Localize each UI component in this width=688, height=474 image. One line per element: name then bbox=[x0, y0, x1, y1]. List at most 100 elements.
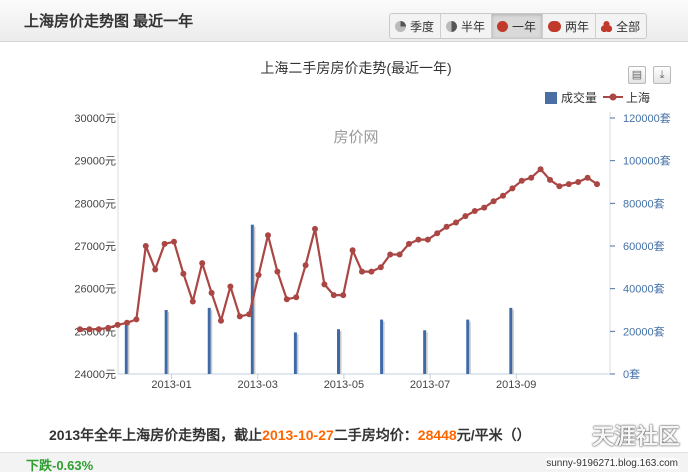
price-point bbox=[142, 243, 149, 249]
chart-watermark: 房价网 bbox=[333, 129, 378, 146]
volume-bar-shadow bbox=[167, 312, 170, 374]
volume-bar bbox=[124, 320, 128, 374]
site-watermark-logo: 天涯社区 bbox=[591, 424, 680, 449]
legend-price-label[interactable]: 上海 bbox=[626, 90, 650, 105]
price-point bbox=[453, 219, 459, 226]
y-right-tick-label: 100000套 bbox=[623, 155, 671, 168]
price-point bbox=[340, 292, 347, 299]
x-tick-label: 2013-09 bbox=[496, 379, 536, 391]
price-point bbox=[255, 272, 262, 278]
price-point bbox=[105, 324, 112, 331]
page-title: 上海房价走势图 最近一年 bbox=[24, 13, 194, 30]
price-point bbox=[406, 240, 412, 247]
price-point bbox=[528, 174, 535, 181]
price-point bbox=[547, 176, 553, 183]
volume-bar bbox=[380, 319, 384, 374]
volume-bar bbox=[509, 307, 513, 374]
price-point bbox=[518, 177, 525, 184]
price-point bbox=[218, 317, 224, 324]
price-series-line bbox=[80, 168, 598, 331]
y-right-tick-label: 60000套 bbox=[623, 240, 665, 253]
y-right-tick-label: 80000套 bbox=[623, 197, 665, 210]
tab-two-years[interactable]: 两年 bbox=[543, 14, 597, 38]
price-point bbox=[387, 251, 394, 258]
volume-bar bbox=[423, 330, 427, 374]
volume-bar bbox=[164, 310, 168, 374]
summary-prefix: 2013年全年上海房价走势图，截止 bbox=[49, 427, 263, 443]
price-point bbox=[321, 281, 328, 288]
volume-bar bbox=[207, 307, 211, 374]
price-point bbox=[575, 179, 582, 185]
legend-volume-swatch bbox=[545, 92, 557, 104]
price-point bbox=[368, 268, 375, 275]
price-point bbox=[171, 238, 177, 245]
price-point bbox=[274, 268, 281, 275]
price-point bbox=[283, 296, 290, 303]
price-point bbox=[377, 264, 384, 271]
price-point bbox=[471, 208, 478, 214]
volume-bar-shadow bbox=[210, 309, 213, 374]
price-point bbox=[208, 289, 215, 296]
price-point bbox=[396, 251, 403, 258]
price-point bbox=[359, 268, 365, 275]
price-point bbox=[584, 174, 591, 181]
y-right-tick-label: 0套 bbox=[623, 368, 640, 381]
tab-half-year-label: 半年 bbox=[461, 19, 486, 34]
volume-bar-shadow bbox=[512, 309, 514, 374]
tab-all[interactable]: 全部 bbox=[596, 14, 646, 38]
volume-bar-shadow bbox=[253, 226, 256, 374]
summary-date: 2013-10-27 bbox=[262, 427, 334, 443]
volume-bar-shadow bbox=[469, 321, 471, 374]
download-icon: ⤓ bbox=[659, 69, 665, 81]
price-point bbox=[556, 183, 563, 190]
price-point bbox=[415, 236, 422, 243]
y-left-tick-label: 27000元 bbox=[74, 241, 116, 253]
price-point bbox=[77, 326, 83, 333]
price-point bbox=[114, 321, 121, 328]
price-point bbox=[161, 240, 168, 247]
download-button[interactable]: ⤓ bbox=[653, 66, 671, 84]
summary-footer: 2013年全年上海房价走势图，截止2013-10-27二手房均价：28448元/… bbox=[0, 418, 688, 450]
tab-one-year[interactable]: 一年 bbox=[492, 14, 544, 38]
volume-bar bbox=[337, 329, 340, 374]
chart-header-bar: 上海房价走势图 最近一年 季度 半年 一年 两年 全部 bbox=[0, 0, 688, 42]
tab-quarter-label: 季度 bbox=[410, 19, 435, 34]
price-trend-chart: 上海二手房房价走势(最近一年) 房价网 成交量 上海 24000元25000元2… bbox=[74, 60, 671, 391]
price-point bbox=[594, 181, 600, 188]
y-left-tick-label: 26000元 bbox=[74, 284, 116, 296]
tab-two-years-label: 两年 bbox=[565, 19, 590, 34]
volume-bar-shadow bbox=[340, 331, 342, 374]
price-point bbox=[86, 326, 93, 333]
price-point bbox=[481, 204, 488, 211]
summary-unit: 元/平米（ bbox=[456, 427, 517, 443]
price-point bbox=[95, 326, 102, 333]
price-point bbox=[265, 232, 271, 239]
price-point bbox=[293, 294, 300, 301]
y-left-tick-label: 30000元 bbox=[74, 113, 116, 125]
price-point bbox=[124, 319, 130, 326]
summary-line: 2013年全年上海房价走势图，截止2013-10-27二手房均价：28448元/… bbox=[49, 425, 531, 445]
circle-double-icon bbox=[548, 20, 562, 32]
print-button[interactable]: ▤ bbox=[628, 66, 646, 84]
site-watermark-url: sunny-9196271.blog.163.com bbox=[546, 458, 678, 469]
price-point bbox=[180, 270, 187, 277]
volume-bar-shadow bbox=[383, 321, 385, 374]
price-point bbox=[312, 225, 318, 232]
summary-price: 28448 bbox=[417, 427, 457, 443]
summary-mid: 二手房均价： bbox=[333, 427, 418, 443]
price-point bbox=[236, 313, 243, 320]
tab-quarter[interactable]: 季度 bbox=[390, 14, 442, 38]
y-right-tick-label: 120000套 bbox=[623, 112, 671, 125]
summary-tail: ） bbox=[516, 427, 531, 443]
price-point bbox=[424, 236, 431, 243]
tab-half-year[interactable]: 半年 bbox=[441, 14, 493, 38]
chart-title: 上海二手房房价走势(最近一年) bbox=[260, 60, 451, 76]
price-point bbox=[349, 247, 356, 254]
price-point bbox=[500, 192, 506, 199]
price-point bbox=[443, 223, 450, 230]
print-icon: ▤ bbox=[631, 69, 643, 81]
legend-volume-label[interactable]: 成交量 bbox=[561, 90, 597, 105]
tab-one-year-label: 一年 bbox=[512, 19, 537, 34]
price-point bbox=[537, 166, 544, 173]
y-right-tick-label: 40000套 bbox=[623, 283, 665, 296]
